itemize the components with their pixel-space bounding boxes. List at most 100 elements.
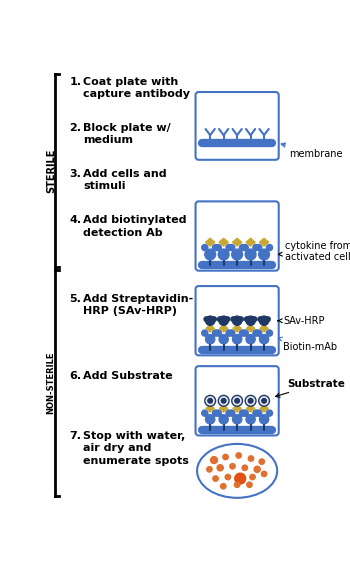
Circle shape	[259, 249, 270, 260]
Circle shape	[202, 330, 208, 336]
Text: Biotin-mAb: Biotin-mAb	[278, 337, 337, 352]
Circle shape	[208, 399, 212, 403]
Circle shape	[213, 476, 218, 481]
Circle shape	[266, 410, 273, 416]
Polygon shape	[219, 325, 228, 332]
Text: 1.: 1.	[69, 77, 81, 87]
Circle shape	[256, 330, 262, 336]
Circle shape	[215, 244, 221, 250]
Text: 3.: 3.	[69, 169, 81, 179]
Circle shape	[212, 244, 219, 250]
Circle shape	[234, 482, 240, 487]
Circle shape	[245, 395, 256, 406]
Circle shape	[248, 399, 253, 403]
Circle shape	[218, 249, 229, 260]
Circle shape	[221, 399, 226, 403]
Text: cytokine from
activated cells: cytokine from activated cells	[278, 241, 350, 262]
Circle shape	[258, 317, 262, 321]
Text: STERILE: STERILE	[46, 148, 56, 193]
Polygon shape	[219, 405, 228, 412]
Circle shape	[239, 244, 246, 250]
Circle shape	[205, 316, 215, 325]
Circle shape	[219, 316, 228, 325]
FancyBboxPatch shape	[196, 92, 279, 160]
Text: Coat plate with
capture antibody: Coat plate with capture antibody	[83, 77, 190, 99]
Circle shape	[266, 330, 273, 336]
Circle shape	[207, 467, 212, 472]
Text: 6.: 6.	[69, 371, 82, 381]
Polygon shape	[219, 239, 228, 246]
Circle shape	[242, 465, 247, 470]
Circle shape	[232, 395, 243, 406]
Circle shape	[261, 471, 267, 477]
Text: SAv-HRP: SAv-HRP	[278, 316, 325, 325]
Circle shape	[246, 335, 255, 344]
Circle shape	[253, 244, 259, 250]
Circle shape	[205, 249, 216, 260]
Circle shape	[246, 415, 255, 424]
Polygon shape	[233, 405, 241, 412]
Circle shape	[259, 395, 270, 406]
Circle shape	[248, 456, 254, 461]
Text: Add biotinylated
detection Ab: Add biotinylated detection Ab	[83, 215, 187, 237]
Circle shape	[244, 317, 249, 321]
Circle shape	[250, 474, 255, 480]
Text: 5.: 5.	[69, 294, 81, 304]
Circle shape	[215, 410, 221, 416]
Text: 2.: 2.	[69, 123, 81, 133]
Circle shape	[202, 410, 208, 416]
Circle shape	[229, 330, 235, 336]
Circle shape	[242, 330, 248, 336]
Circle shape	[219, 415, 228, 424]
Circle shape	[232, 249, 243, 260]
Polygon shape	[260, 325, 268, 332]
Circle shape	[229, 244, 235, 250]
Circle shape	[218, 395, 229, 406]
Text: Add Substrate: Add Substrate	[83, 371, 173, 381]
Circle shape	[235, 399, 239, 403]
Circle shape	[236, 453, 241, 458]
Circle shape	[256, 244, 262, 250]
Circle shape	[253, 410, 259, 416]
Circle shape	[239, 330, 246, 336]
Text: 7.: 7.	[69, 431, 81, 441]
Circle shape	[205, 335, 215, 344]
FancyBboxPatch shape	[196, 366, 279, 436]
Polygon shape	[233, 325, 241, 332]
Circle shape	[247, 482, 252, 487]
Circle shape	[217, 465, 223, 471]
Text: NON-STERILE: NON-STERILE	[46, 352, 55, 414]
Circle shape	[242, 410, 248, 416]
Text: Substrate: Substrate	[275, 379, 345, 397]
Text: Add Streptavidin-
HRP (SAv-HRP): Add Streptavidin- HRP (SAv-HRP)	[83, 294, 193, 316]
Circle shape	[231, 317, 236, 321]
Circle shape	[254, 466, 260, 473]
Text: Block plate w/
medium: Block plate w/ medium	[83, 123, 171, 145]
Circle shape	[205, 415, 215, 424]
Circle shape	[232, 415, 242, 424]
Circle shape	[266, 317, 270, 321]
Polygon shape	[206, 405, 215, 412]
FancyBboxPatch shape	[196, 286, 279, 356]
Circle shape	[232, 335, 242, 344]
Circle shape	[259, 415, 269, 424]
Circle shape	[205, 395, 216, 406]
Circle shape	[225, 317, 230, 321]
Circle shape	[217, 317, 222, 321]
Circle shape	[259, 316, 269, 325]
Circle shape	[219, 335, 228, 344]
Circle shape	[202, 244, 208, 250]
Circle shape	[212, 330, 219, 336]
Circle shape	[259, 335, 269, 344]
Circle shape	[226, 244, 232, 250]
Circle shape	[212, 317, 216, 321]
Polygon shape	[205, 239, 215, 246]
Circle shape	[245, 249, 256, 260]
Circle shape	[230, 463, 235, 469]
Circle shape	[266, 244, 273, 250]
Circle shape	[253, 330, 259, 336]
Circle shape	[223, 454, 228, 460]
Polygon shape	[259, 239, 269, 246]
Circle shape	[211, 457, 217, 463]
Circle shape	[232, 316, 242, 325]
